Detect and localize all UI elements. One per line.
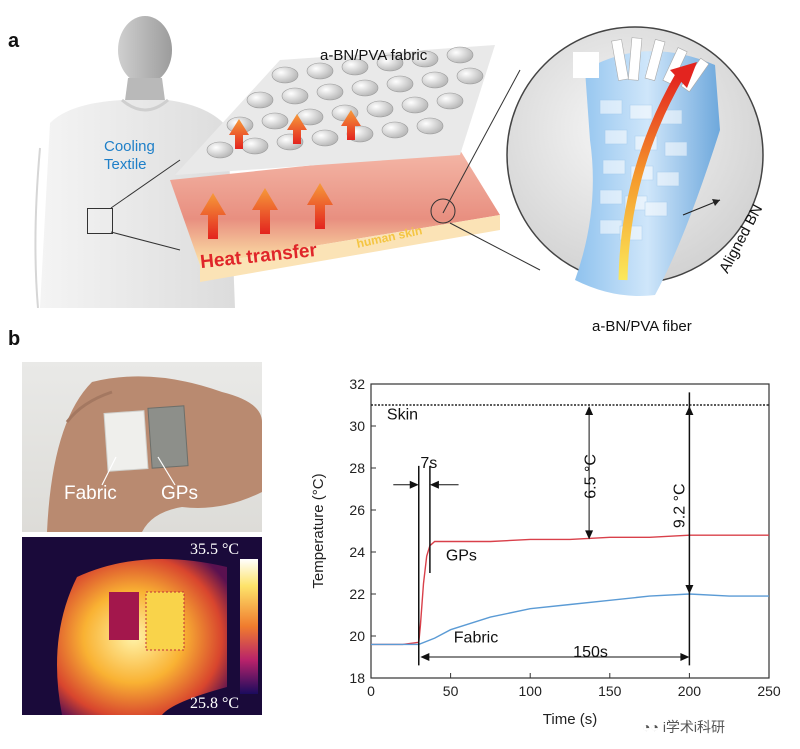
thermal-max-label: 35.5 °C	[190, 541, 240, 558]
textile-zoom-box	[87, 208, 113, 234]
thermal-min-label: 25.8 °C	[190, 695, 240, 712]
watermark-text: i学术i科研	[662, 719, 726, 735]
annotation-gps: GPs	[446, 547, 477, 564]
panel-b-letter: b	[8, 328, 21, 350]
delta-65-arrow-top-head	[585, 406, 594, 416]
y-tick-label: 28	[349, 460, 365, 476]
human-figure-illustration	[34, 16, 235, 308]
annotation-skin: Skin	[387, 407, 418, 424]
x-axis-label: Time (s)	[543, 711, 597, 728]
wechat-icon: ◔◔	[642, 719, 663, 735]
annotation-7s: 7s	[420, 455, 437, 472]
x-tick-label: 150	[598, 683, 622, 699]
y-tick-label: 26	[349, 502, 365, 518]
series-line-fabric	[371, 593, 769, 646]
x-tick-label: 250	[757, 683, 781, 699]
fiber-label: a-BN/PVA fiber	[592, 318, 692, 335]
thermal-image-art	[57, 559, 258, 715]
y-tick-label: 24	[349, 544, 365, 560]
delta-92-arrow-top-head	[685, 406, 694, 416]
annotation-150s: 150s	[573, 644, 608, 661]
photo-gps-label: GPs	[161, 483, 198, 504]
delta-92-arrow-bottom-head	[685, 585, 694, 594]
fabric-weave-illustration	[170, 45, 500, 282]
plot-frame	[370, 383, 770, 679]
watermark: ◔◔ i学术i科研	[642, 717, 725, 737]
fiber-closeup-illustration	[506, 26, 764, 297]
panel-a-letter: a	[8, 30, 20, 52]
x-tick-label: 0	[367, 683, 375, 699]
annotation-9-2-c: 9.2 °C	[672, 483, 689, 528]
temperature-chart: 0 50 100 150 200 250 18 20 22 24 26 28 30 32 Time (s) T…	[310, 376, 781, 728]
photo-pointer-lines	[101, 456, 176, 486]
wrist-photo-art	[47, 376, 262, 532]
y-axis-label: Temperature (°C)	[310, 473, 327, 588]
photo-fabric-label: Fabric	[64, 483, 117, 504]
delta-65-arrow-bottom-head	[585, 530, 594, 540]
y-tick-label: 32	[349, 376, 365, 392]
x-tick-label: 200	[678, 683, 702, 699]
x-tick-label: 100	[519, 683, 543, 699]
y-tick-label: 18	[349, 670, 365, 686]
zoom-lines	[110, 159, 181, 251]
thermal-image	[22, 537, 262, 715]
duration-150s-arrow-right-head	[680, 653, 690, 661]
fiber-zoom-lines	[442, 69, 541, 271]
seven-s-arrow-left-head	[409, 480, 419, 489]
y-tick-label: 20	[349, 628, 365, 644]
wrist-photo	[22, 362, 262, 532]
annotation-fabric: Fabric	[454, 629, 498, 646]
seven-s-arrow-right-head	[429, 480, 439, 489]
y-tick-label: 30	[349, 418, 365, 434]
fabric-label: a-BN/PVA fabric	[320, 47, 428, 64]
y-tick-label: 22	[349, 586, 365, 602]
duration-150s-arrow-left-head	[420, 653, 430, 661]
series-line-gps	[371, 534, 769, 646]
x-tick-label: 50	[443, 683, 459, 699]
cooling-textile-label: Cooling Textile	[104, 138, 155, 173]
annotation-6-5-c: 6.5 °C	[582, 454, 599, 499]
